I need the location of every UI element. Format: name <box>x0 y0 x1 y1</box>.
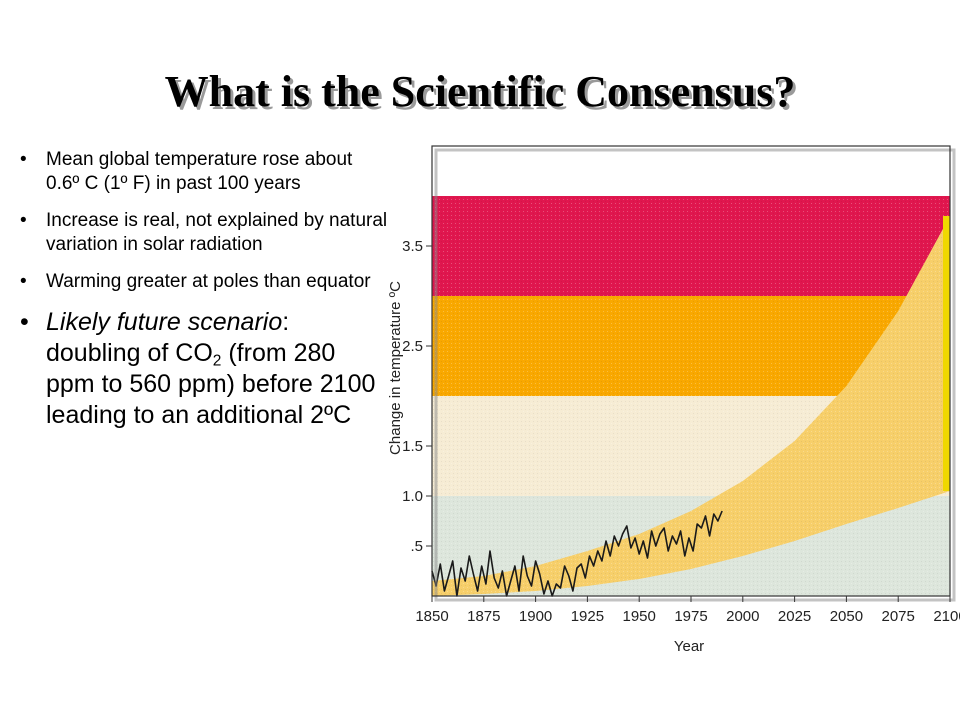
x-tick-label: 1950 <box>623 608 656 625</box>
projection-edge <box>943 216 950 491</box>
y-axis-title: Change in temperature ºC <box>387 281 404 455</box>
scenario-text-b: (from 280 ppm to 560 ppm) before 2100 le… <box>46 339 376 429</box>
projection-texture <box>432 216 950 596</box>
x-tick-label: 2100 <box>933 608 960 625</box>
scenario-colon: : <box>282 308 290 336</box>
y-tick-label: .5 <box>410 538 423 555</box>
bullet-text: Mean global temperature rose about 0.6º … <box>46 149 353 194</box>
bullet-dot: • <box>20 308 29 336</box>
bullet-item: • Warming greater at poles than equator <box>20 270 390 294</box>
co2-subscript: 2 <box>212 352 222 370</box>
y-tick-label: 3.5 <box>402 238 423 255</box>
x-tick-label: 1975 <box>674 608 707 625</box>
observed-temperature-line <box>431 510 723 597</box>
bullet-text: Warming greater at poles than equator <box>46 271 371 292</box>
bullet-list: • Mean global temperature rose about 0.6… <box>20 148 390 431</box>
slide-title: What is the Scientific Consensus? <box>164 67 796 116</box>
x-tick-label: 1925 <box>571 608 604 625</box>
y-tick-label: 1.5 <box>402 438 423 455</box>
x-tick-label: 2000 <box>726 608 759 625</box>
scenario-bullet: • Likely future scenario: doubling of CO… <box>20 307 390 431</box>
band-texture <box>432 196 950 296</box>
temperature-chart: 1850 1875 1900 1925 1950 1975 2000 2025 2050 2075… <box>387 145 960 655</box>
x-tick-label: 2050 <box>830 608 863 625</box>
x-tick-label: 2075 <box>882 608 915 625</box>
chart-frame-shadow <box>434 148 956 602</box>
y-tick-label: 1.0 <box>402 488 423 505</box>
x-tick-label: 1875 <box>467 608 500 625</box>
x-axis-title: Year <box>674 638 704 655</box>
x-tick-label: 2025 <box>778 608 811 625</box>
scenario-text-a: doubling of CO <box>46 339 213 367</box>
x-tick-label: 1900 <box>519 608 552 625</box>
bullet-item: • Mean global temperature rose about 0.6… <box>20 148 390 196</box>
bullet-item: • Increase is real, not explained by nat… <box>20 209 390 257</box>
scenario-lead: Likely future scenario <box>46 308 283 336</box>
bullet-dot: • <box>20 149 27 170</box>
x-tick-label: 1850 <box>415 608 448 625</box>
bullet-dot: • <box>20 210 27 231</box>
bullet-dot: • <box>20 271 27 292</box>
bullet-text: Increase is real, not explained by natur… <box>46 210 388 255</box>
y-tick-label: 2.5 <box>402 338 423 355</box>
